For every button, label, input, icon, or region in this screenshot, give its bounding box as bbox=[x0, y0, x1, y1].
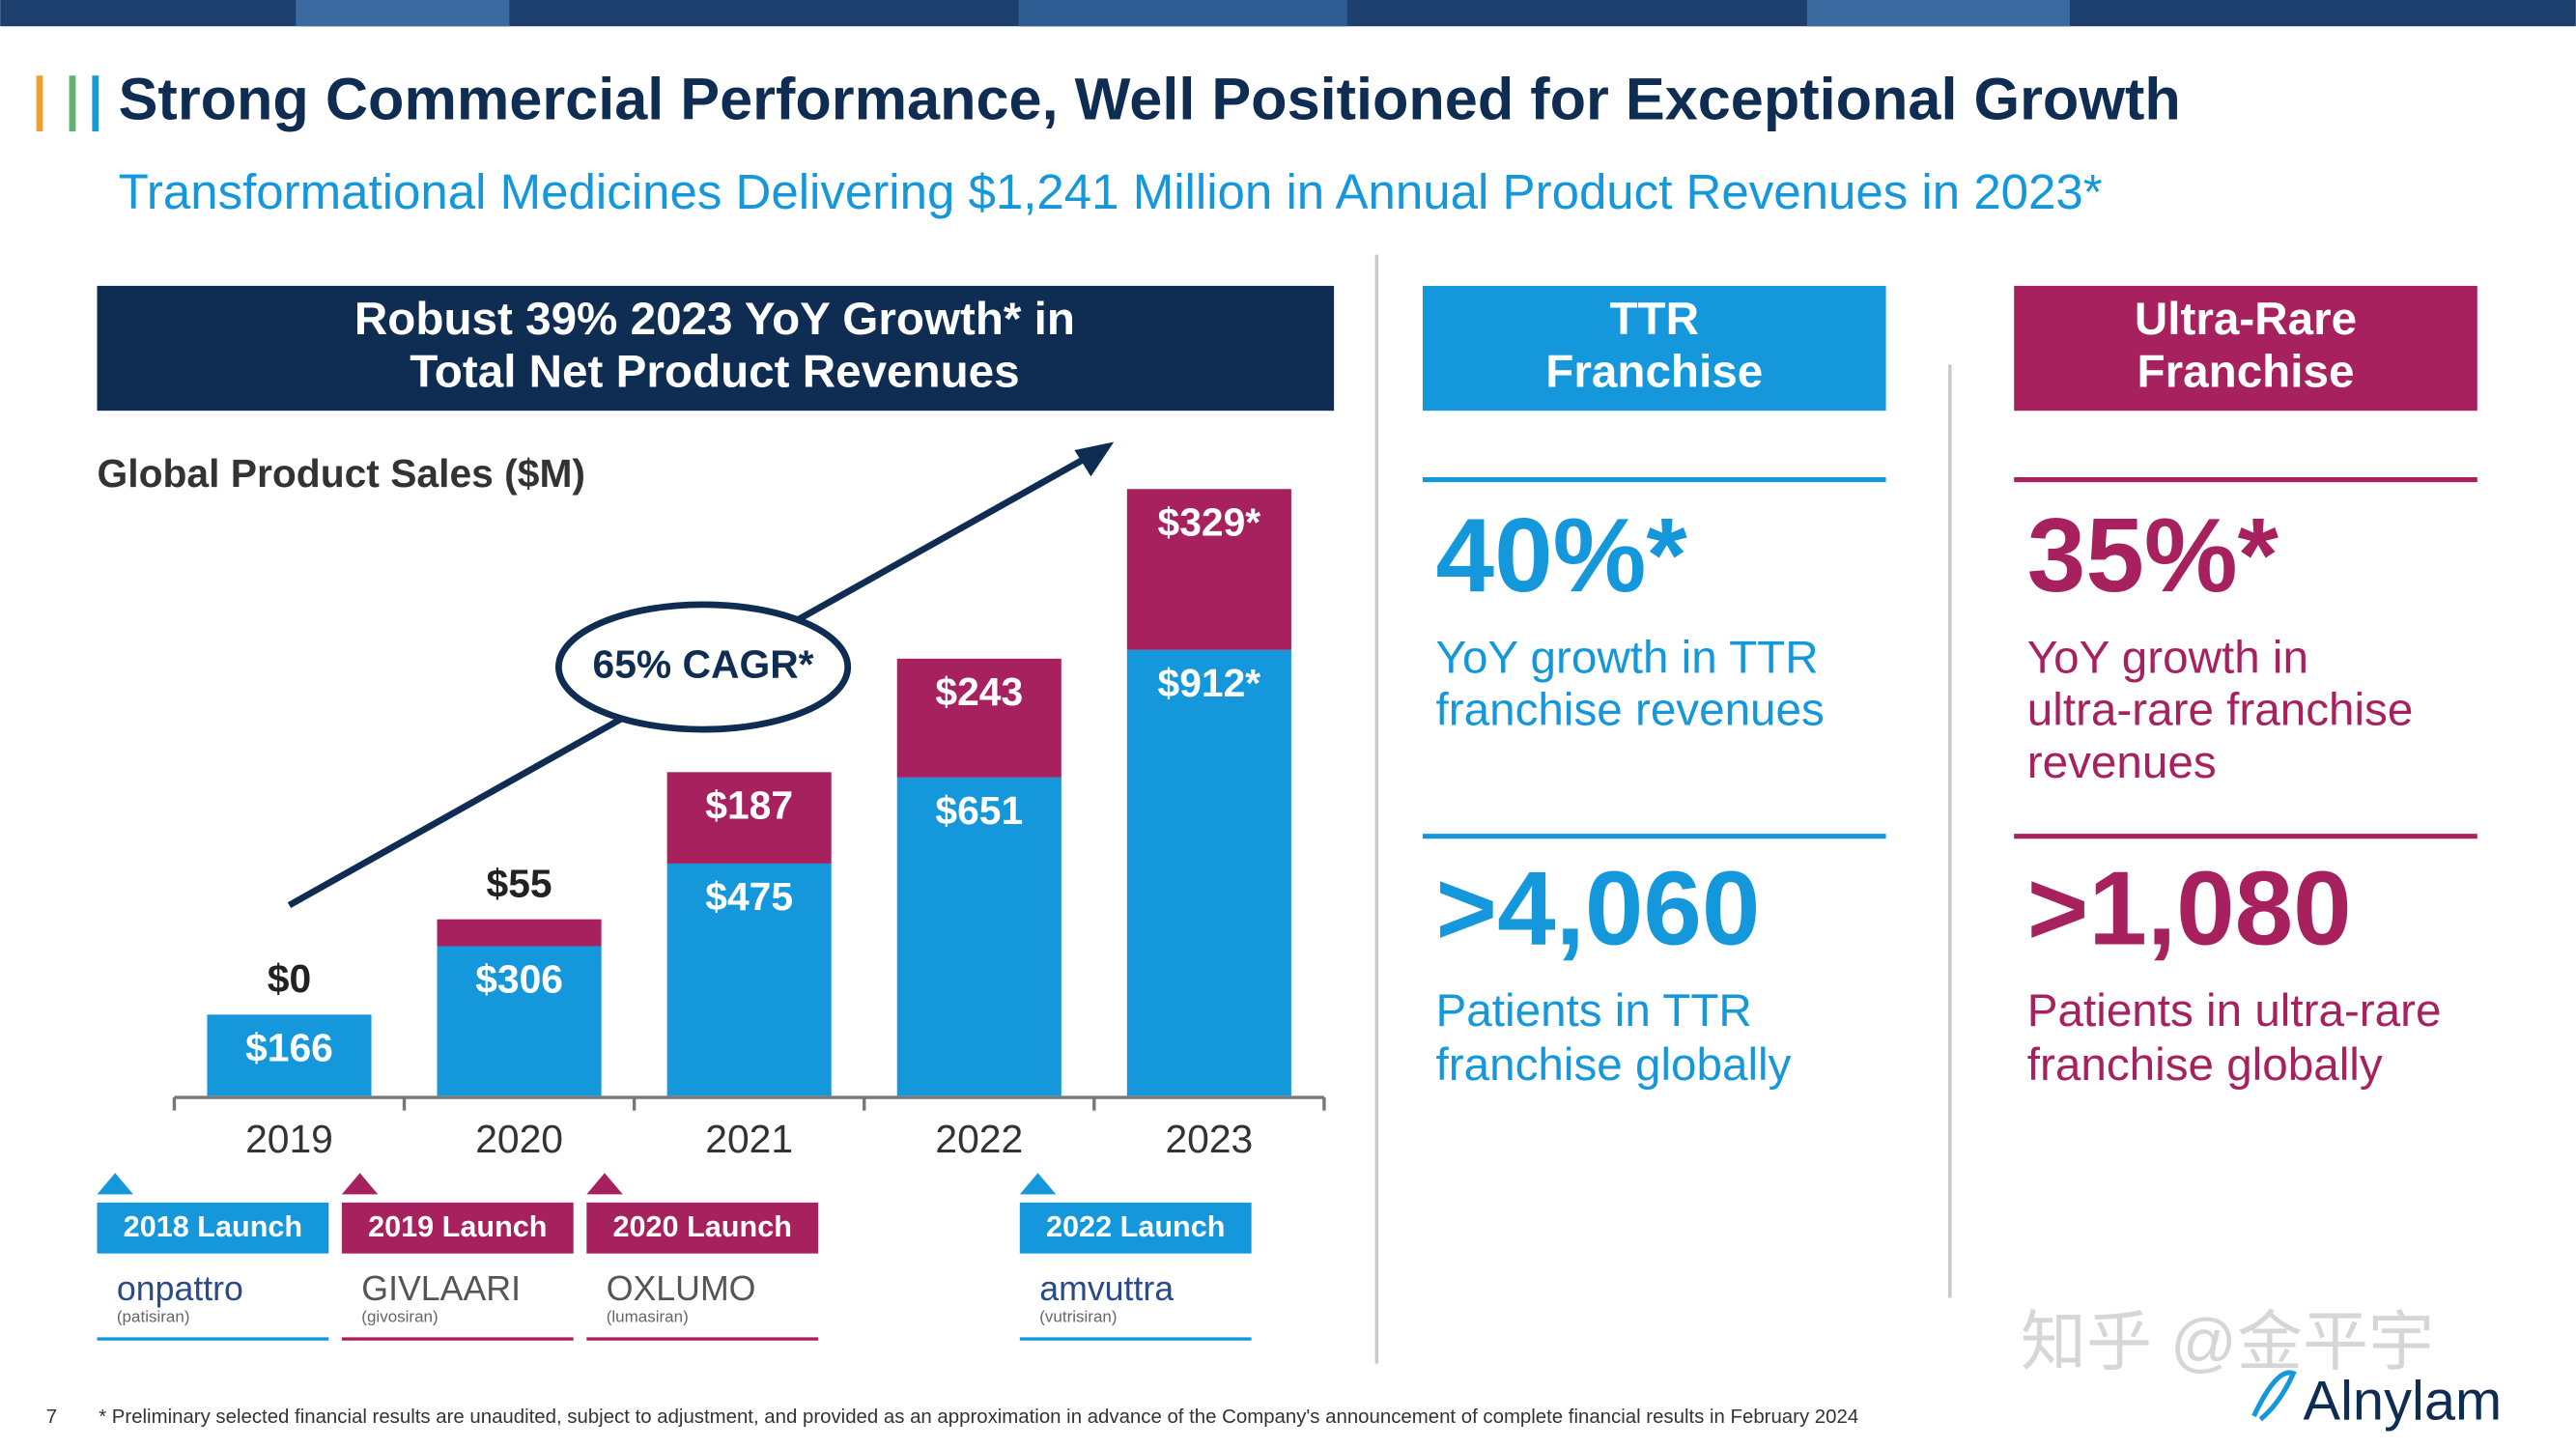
growth-text: franchise revenues bbox=[1436, 685, 1825, 736]
launch-marker bbox=[341, 1173, 379, 1195]
launch-marker bbox=[586, 1173, 623, 1195]
x-tick-label: 2020 bbox=[475, 1117, 563, 1161]
value-label: $329* bbox=[1158, 499, 1261, 544]
product-generic: (lumasiran) bbox=[607, 1307, 689, 1325]
launch-label: 2019 Launch bbox=[368, 1210, 547, 1243]
bar-segment bbox=[207, 1014, 372, 1096]
launch-box bbox=[97, 1202, 329, 1254]
product-name: OXLUMO bbox=[607, 1269, 756, 1308]
growth-text: YoY growth in TTR bbox=[1436, 632, 1819, 683]
launch-box bbox=[1019, 1202, 1252, 1254]
growth-text: revenues bbox=[2027, 737, 2217, 788]
value-label: $0 bbox=[268, 956, 311, 1001]
value-label: $166 bbox=[245, 1026, 333, 1070]
footnote: * Preliminary selected financial results… bbox=[99, 1406, 1858, 1428]
launch-label: 2020 Launch bbox=[612, 1210, 791, 1243]
patients-text: franchise globally bbox=[1436, 1039, 1792, 1091]
growth-text: ultra-rare franchise bbox=[2027, 685, 2414, 736]
title-accent bbox=[92, 75, 99, 132]
chart-title: Global Product Sales ($M) bbox=[98, 451, 586, 496]
product-generic: (patisiran) bbox=[117, 1307, 190, 1325]
launch-marker bbox=[1019, 1173, 1057, 1195]
top-band-accent bbox=[1018, 0, 1347, 27]
patients-text: franchise globally bbox=[2027, 1039, 2383, 1091]
patients-figure: >4,060 bbox=[1436, 850, 1761, 968]
top-band-accent bbox=[1806, 0, 2071, 27]
product-name: GIVLAARI bbox=[361, 1269, 521, 1308]
bar-segment bbox=[1126, 649, 1291, 1096]
bar-segment bbox=[666, 863, 832, 1096]
slide-subtitle: Transformational Medicines Delivering $1… bbox=[119, 164, 2103, 219]
launch-box bbox=[586, 1202, 819, 1254]
watermark: 知乎 @金平宇 bbox=[2021, 1306, 2434, 1379]
chart-banner bbox=[97, 285, 1335, 412]
page-number: 7 bbox=[46, 1406, 57, 1428]
growth-text: YoY growth in bbox=[2027, 632, 2308, 683]
value-label: $651 bbox=[935, 788, 1023, 833]
arrow-head bbox=[1074, 441, 1115, 477]
x-tick-label: 2022 bbox=[935, 1117, 1023, 1161]
value-label: $475 bbox=[705, 874, 793, 919]
franchise-header bbox=[2014, 285, 2477, 412]
x-tick-label: 2019 bbox=[245, 1117, 333, 1161]
bar-segment bbox=[896, 658, 1062, 778]
product-name: onpattro bbox=[117, 1269, 243, 1308]
bar-segment bbox=[1126, 489, 1291, 650]
patients-figure: >1,080 bbox=[2027, 850, 2352, 968]
slide-title: Strong Commercial Performance, Well Posi… bbox=[119, 66, 2181, 131]
franchise-title: Franchise bbox=[1545, 346, 1763, 397]
patients-text: Patients in ultra-rare bbox=[2027, 985, 2442, 1037]
bar-segment bbox=[666, 772, 832, 864]
product-name: amvuttra bbox=[1039, 1269, 1174, 1308]
top-band-accent bbox=[296, 0, 510, 27]
bar-segment bbox=[896, 777, 1062, 1096]
growth-figure: 40%* bbox=[1436, 497, 1688, 614]
value-label: $55 bbox=[487, 861, 552, 905]
product-generic: (vutrisiran) bbox=[1039, 1307, 1117, 1325]
franchise-title: TTR bbox=[1609, 294, 1699, 345]
value-label: $912* bbox=[1158, 661, 1261, 705]
title-accent bbox=[69, 75, 76, 132]
logo-mark bbox=[2251, 1370, 2297, 1422]
banner-text: Robust 39% 2023 YoY Growth* in bbox=[354, 294, 1075, 345]
title-accent bbox=[36, 75, 43, 132]
product-generic: (givosiran) bbox=[361, 1307, 438, 1325]
franchise-title: Franchise bbox=[2137, 346, 2355, 397]
franchise-title: Ultra-Rare bbox=[2135, 294, 2357, 345]
patients-text: Patients in TTR bbox=[1436, 985, 1752, 1037]
company-logo: Alnylam bbox=[2304, 1370, 2503, 1432]
launch-label: 2022 Launch bbox=[1046, 1210, 1225, 1243]
x-tick-label: 2023 bbox=[1165, 1117, 1253, 1161]
cagr-ellipse bbox=[554, 601, 852, 733]
franchise-header bbox=[1422, 285, 1886, 412]
launch-label: 2018 Launch bbox=[124, 1210, 302, 1243]
banner-text: Total Net Product Revenues bbox=[410, 346, 1019, 397]
value-label: $243 bbox=[935, 669, 1023, 714]
cagr-annotation: 65% CAGR* bbox=[593, 641, 814, 686]
growth-figure: 35%* bbox=[2027, 497, 2279, 614]
x-tick-label: 2021 bbox=[705, 1117, 793, 1161]
launch-marker bbox=[97, 1173, 133, 1195]
bar-segment bbox=[437, 919, 602, 947]
value-label: $306 bbox=[475, 957, 563, 1002]
value-label: $187 bbox=[705, 782, 793, 827]
launch-box bbox=[341, 1202, 574, 1254]
bar-segment bbox=[437, 946, 602, 1096]
